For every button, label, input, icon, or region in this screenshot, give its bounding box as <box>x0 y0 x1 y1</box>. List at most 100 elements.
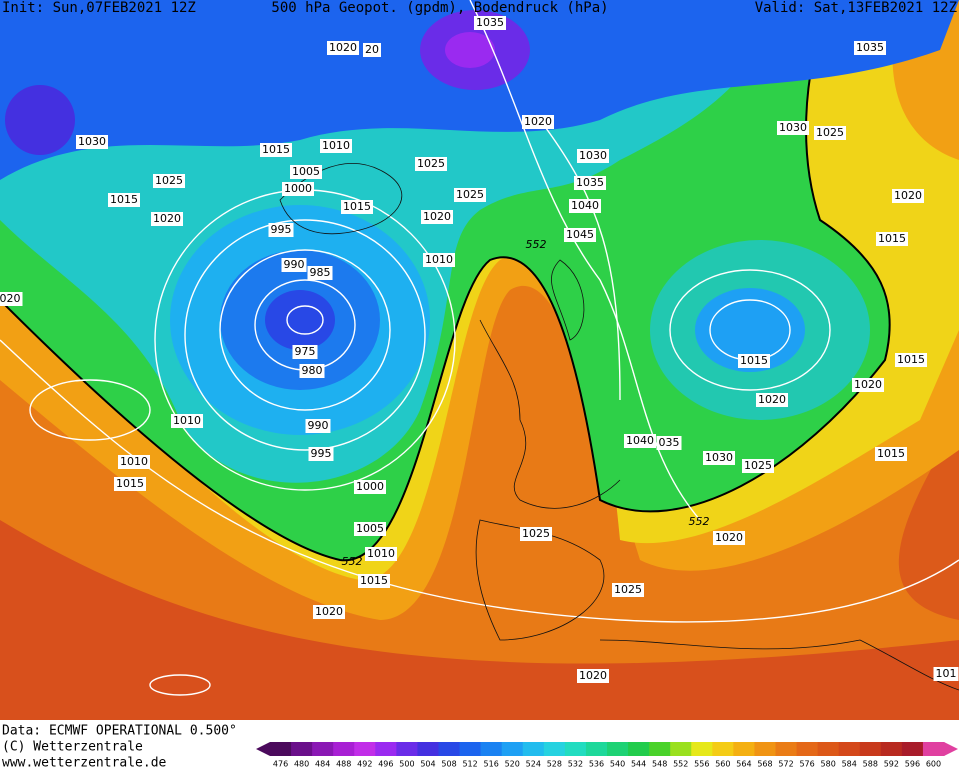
isobar-label-box <box>281 258 307 272</box>
isobar-label-box <box>153 174 185 188</box>
colorbar-tick-label: 516 <box>484 760 499 769</box>
isobar-label-box <box>569 199 601 213</box>
isobar-label: 1020 <box>579 669 607 682</box>
colorbar-tick-label: 492 <box>357 760 372 769</box>
colorbar-tick-label: 576 <box>799 760 814 769</box>
isobar-label: 1025 <box>744 459 772 472</box>
colorbar-cell <box>543 742 566 756</box>
colorbar-cell <box>564 742 587 756</box>
colorbar-cell <box>333 742 355 756</box>
isobar-label-box <box>577 149 609 163</box>
isobar-label: 1035 <box>576 176 604 189</box>
isobar-label: 1020 <box>329 41 357 54</box>
isobar-label: 1015 <box>897 353 925 366</box>
isobar-label: 020 <box>0 292 21 305</box>
isobar-label: 1025 <box>456 188 484 201</box>
colorbar-cell <box>417 742 439 756</box>
colorbar-cell <box>607 742 629 756</box>
isobar-label-box <box>354 522 386 536</box>
colorbar-cell <box>922 742 945 756</box>
colorbar-cell <box>859 742 882 756</box>
isobar-label-box <box>365 547 397 561</box>
colorbar-cell <box>522 742 545 756</box>
isobar-label-box <box>454 188 486 202</box>
colorbar-tick-label: 508 <box>441 760 456 769</box>
isobar-label-box <box>423 253 455 267</box>
colorbar-cell <box>291 742 313 756</box>
contour-label: 552 <box>526 238 547 251</box>
isobar-label: 1025 <box>816 126 844 139</box>
colorbar-cell <box>501 742 524 756</box>
isobar-label-box <box>305 419 331 433</box>
colorbar-tick-label: 536 <box>589 760 604 769</box>
colorbar-cell <box>375 742 397 756</box>
isobar-label-box <box>151 212 183 226</box>
colorbar-end <box>256 742 270 756</box>
isobar-label: 1030 <box>705 451 733 464</box>
isobar-label: 1000 <box>356 480 384 493</box>
isobar-label: 1015 <box>878 232 906 245</box>
colorbar-cell <box>585 742 608 756</box>
isobar-label-box <box>875 447 907 461</box>
data-source: Data: ECMWF OPERATIONAL 0.500° <box>2 724 237 739</box>
isobar-label: 1020 <box>894 189 922 202</box>
isobar-label: 1015 <box>877 447 905 460</box>
colorbar-cell <box>691 742 713 756</box>
isobar-label-box <box>612 583 644 597</box>
colorbar-tick-label: 520 <box>505 760 520 769</box>
isobar-label: 20 <box>365 43 379 56</box>
isobar-label-box <box>738 354 770 368</box>
colorbar-tick-label: 532 <box>568 760 583 769</box>
isobar-label-box <box>415 157 447 171</box>
colorbar-tick-label: 476 <box>273 760 288 769</box>
colorbar-cell <box>396 742 418 756</box>
isobar-label-box <box>814 126 846 140</box>
isobar-label-box <box>876 232 908 246</box>
colorbar-tick-label: 600 <box>926 760 941 769</box>
init-time: Init: Sun,07FEB2021 12Z <box>2 0 196 16</box>
isobar-label: 1010 <box>367 547 395 560</box>
isobar-label-box <box>108 193 140 207</box>
isobar-label: 1025 <box>417 157 445 170</box>
isobar-label-box <box>268 223 294 237</box>
labels: 1035 1035 1020 20 1030 1020 1015 1010 1030 1030 10… <box>0 16 959 683</box>
colorbar-tick-label: 540 <box>610 760 625 769</box>
isobar-label: 975 <box>295 345 316 358</box>
isobar-label-box <box>522 115 554 129</box>
colorbar-cell <box>270 742 292 756</box>
colorbar-cell <box>901 742 924 756</box>
isobar-label: 1040 <box>626 434 654 447</box>
isobar-label: 1040 <box>571 199 599 212</box>
isobar-label: 1020 <box>854 378 882 391</box>
isobar-label-box <box>260 143 292 157</box>
colorbar-tick-label: 484 <box>315 760 330 769</box>
isobar-label: 1035 <box>476 16 504 29</box>
colorbar-cell <box>754 742 776 756</box>
colorbar-tick-label: 524 <box>526 760 541 769</box>
map-field <box>0 0 959 720</box>
isobar-label-box <box>520 527 552 541</box>
isobar-label-box <box>307 266 333 280</box>
isobar-label: 1035 <box>856 41 884 54</box>
isobar-label: 1025 <box>155 174 183 187</box>
isobar-label: 1025 <box>614 583 642 596</box>
colorbar-tick-label: 552 <box>673 760 688 769</box>
colorbar-cell <box>838 742 861 756</box>
isobar-label-box <box>577 669 609 683</box>
colorbar-end <box>944 742 958 756</box>
isobar-label-box <box>756 393 788 407</box>
isobar-label: 1025 <box>522 527 550 540</box>
isobar-label-box <box>313 605 345 619</box>
colorbar-tick-label: 544 <box>631 760 646 769</box>
colorbar: 476 480 484 488 492 496 500 504 508 512 516 520 524 5… <box>256 742 958 769</box>
contour-label: 552 <box>342 555 363 568</box>
colorbar-tick-label: 496 <box>378 760 393 769</box>
colorbar-cell <box>480 742 503 756</box>
colorbar-tick-label: 572 <box>778 760 793 769</box>
colorbar-tick-label: 584 <box>842 760 857 769</box>
isobar-label-box <box>320 139 352 153</box>
isobar-label-box <box>933 667 959 681</box>
colorbar-tick-label: 488 <box>336 760 351 769</box>
isobar-label: 990 <box>284 258 305 271</box>
